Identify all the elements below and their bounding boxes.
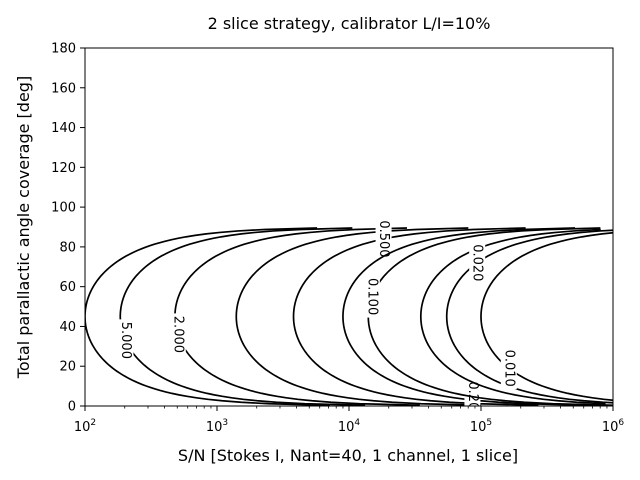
- y-tick-label: 80: [59, 240, 76, 255]
- contour-label-lower: 0.010: [501, 350, 516, 387]
- plot-frame: [84, 47, 614, 407]
- y-axis: 0 20 40 60 80 100 120 140 160 180: [51, 42, 85, 415]
- y-tick-label: 0: [68, 400, 76, 415]
- y-tick-label: 100: [51, 201, 76, 216]
- x-tick-label: 104: [338, 418, 361, 435]
- contour-line-1: 5.000: [117, 227, 366, 406]
- y-axis-label: Total parallactic angle coverage [deg]: [14, 76, 33, 379]
- x-axis-label: S/N [Stokes I, Nant=40, 1 channel, 1 sli…: [178, 446, 518, 465]
- x-tick-label: 105: [470, 418, 492, 435]
- contour-line-0: 10.000: [85, 227, 330, 406]
- chart-title: 2 slice strategy, calibrator L/I=10%: [208, 14, 491, 33]
- x-axis: 102 103 104 105 106: [74, 406, 625, 435]
- contour-label-bg: [469, 241, 486, 284]
- contour-label-lower: 0.100: [364, 278, 379, 315]
- contour-label-lower: 0.020: [470, 244, 485, 281]
- contour-label-bg: [117, 319, 134, 362]
- contour-label-bg: [500, 347, 517, 390]
- contour-line-4: 0.500: [292, 217, 539, 406]
- y-tick-label: 180: [51, 42, 76, 57]
- contour-line-3: 1.000: [235, 227, 482, 406]
- x-tick-label: 106: [602, 418, 625, 435]
- contour-line-7: 0.050: [419, 228, 606, 405]
- contour-line-2: 2.000: [169, 227, 420, 406]
- contour-label-lower: 0.200: [465, 381, 480, 418]
- y-tick-label: 120: [51, 161, 76, 176]
- y-tick-label: 40: [59, 320, 76, 335]
- x-tick-label: 102: [74, 418, 96, 435]
- y-tick-label: 60: [59, 280, 76, 295]
- contour-line-5: 0.200: [342, 227, 588, 418]
- contour-label-lower: 5.000: [118, 322, 133, 359]
- y-tick-label: 20: [59, 360, 76, 375]
- contour-label-bg: [464, 379, 481, 406]
- contour-line-6: 0.100: [363, 227, 613, 406]
- contour-label-bg: [169, 313, 186, 356]
- y-tick-label: 160: [51, 81, 76, 96]
- contour-label-lower: 2.000: [170, 316, 185, 353]
- contour-label-bg: [363, 275, 380, 318]
- contour-label-bg: [375, 217, 392, 260]
- x-tick-label: 103: [206, 418, 228, 435]
- y-tick-label: 140: [51, 121, 76, 136]
- contour-label-lower: 0.500: [376, 220, 391, 257]
